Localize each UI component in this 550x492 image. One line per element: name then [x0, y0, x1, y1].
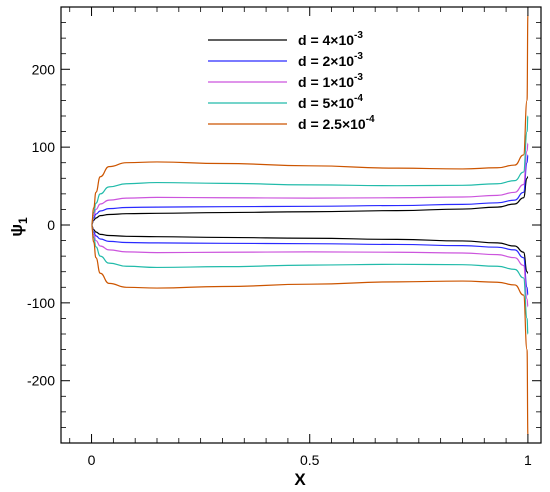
y-tick-label: -200	[27, 373, 55, 389]
y-tick-label: 0	[47, 217, 55, 233]
x-tick-label: 0	[88, 452, 96, 468]
series-line-4-lower	[90, 224, 529, 335]
legend-label: d = 2.5×10-4	[298, 114, 375, 132]
y-axis-title-sub: 1	[16, 217, 30, 224]
x-tick-label: 0.5	[300, 452, 320, 468]
legend-item-4: d = 5×10-4	[208, 93, 363, 111]
series-line-5-lower	[90, 224, 529, 436]
y-tick-label: 200	[32, 61, 56, 77]
y-tick-label: 100	[32, 139, 56, 155]
series-line-5-upper	[90, 14, 529, 226]
x-tick-label: 1	[524, 452, 532, 468]
series-layer	[90, 14, 529, 436]
series-line-3-lower	[90, 224, 529, 308]
x-axis-title: X	[294, 470, 306, 489]
legend-item-5: d = 2.5×10-4	[208, 114, 375, 132]
plot-frame	[60, 6, 542, 444]
legend-item-2: d = 2×10-3	[208, 51, 363, 69]
svg-text:ψ1: ψ1	[7, 217, 30, 237]
legend-label: d = 4×10-3	[298, 30, 363, 48]
series-line-2-lower	[90, 224, 529, 296]
series-line-2-upper	[90, 154, 529, 226]
legend-label: d = 5×10-4	[298, 93, 363, 111]
y-axis-title-main: ψ	[7, 224, 26, 237]
tick-layer: 0 0.5 1 -200 -100 0 100 200	[27, 7, 541, 468]
series-line-1-lower	[91, 224, 529, 274]
legend-item-1: d = 4×10-3	[208, 30, 363, 48]
series-line-1-upper	[91, 176, 529, 226]
legend-label: d = 2×10-3	[298, 51, 363, 69]
y-axis-title: ψ1	[7, 217, 30, 237]
legend: d = 4×10-3 d = 2×10-3 d = 1×10-3 d = 5×10-4…	[208, 30, 375, 132]
series-line-4-upper	[90, 115, 529, 226]
y-tick-label: -100	[27, 295, 55, 311]
legend-label: d = 1×10-3	[298, 72, 363, 90]
series-line-3-upper	[90, 142, 529, 226]
legend-item-3: d = 1×10-3	[208, 72, 363, 90]
